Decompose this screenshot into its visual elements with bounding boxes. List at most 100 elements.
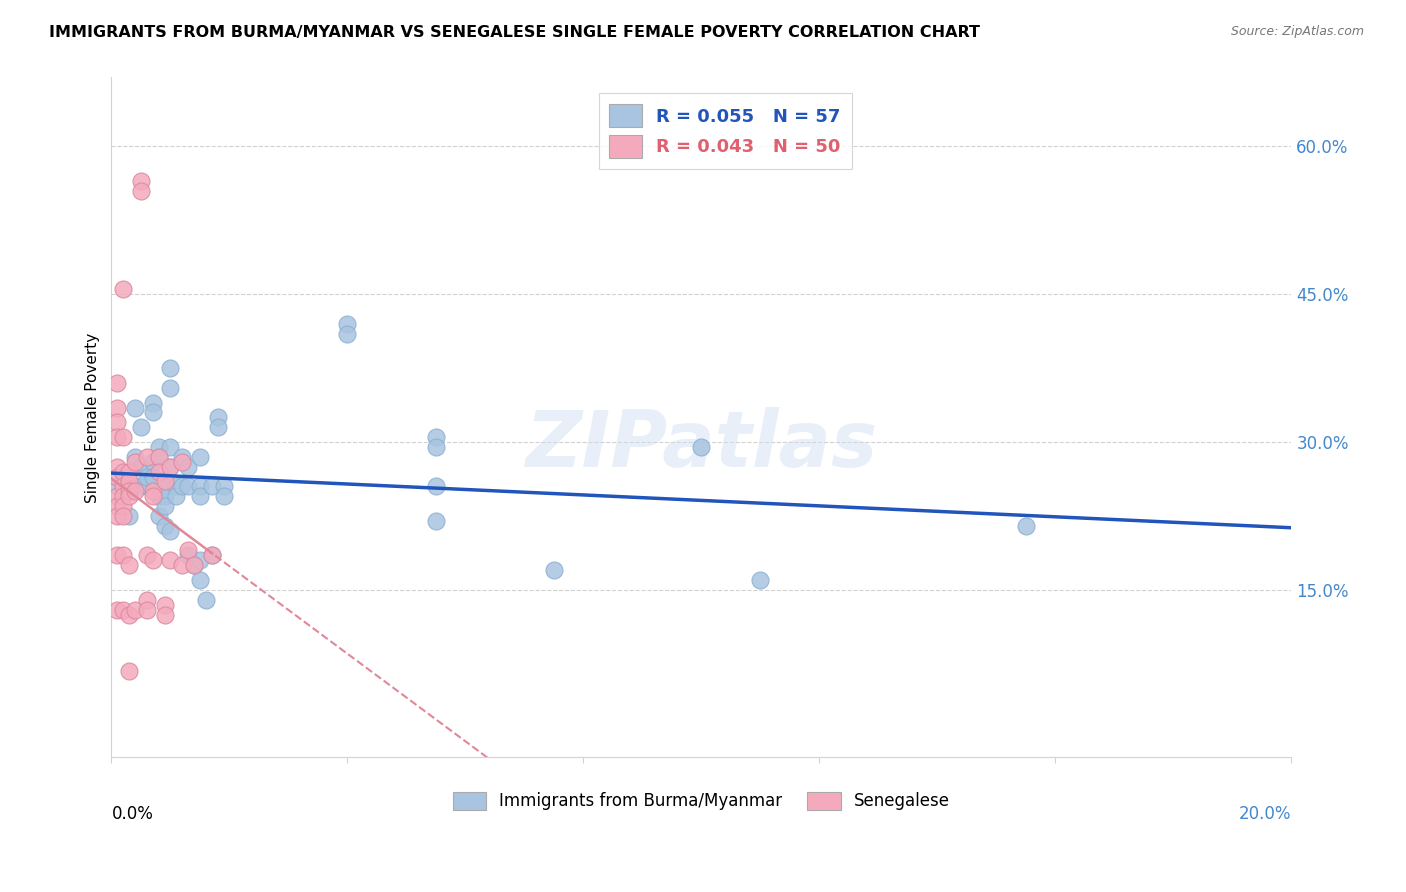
- Point: [749, 573, 772, 587]
- Point: [188, 450, 211, 464]
- Point: [112, 282, 135, 296]
- Point: [135, 469, 157, 483]
- Point: [112, 469, 135, 483]
- Point: [118, 465, 141, 479]
- Point: [153, 475, 176, 489]
- Point: [135, 592, 157, 607]
- Point: [142, 405, 165, 419]
- Point: [112, 499, 135, 513]
- Point: [105, 430, 128, 444]
- Point: [118, 484, 141, 499]
- Point: [105, 459, 128, 474]
- Point: [201, 549, 224, 563]
- Point: [690, 440, 713, 454]
- Point: [105, 499, 128, 513]
- Point: [129, 459, 152, 474]
- Point: [188, 573, 211, 587]
- Point: [194, 592, 217, 607]
- Text: 0.0%: 0.0%: [111, 805, 153, 823]
- Point: [142, 484, 165, 499]
- Point: [177, 549, 200, 563]
- Point: [142, 489, 165, 503]
- Point: [172, 479, 194, 493]
- Point: [118, 607, 141, 622]
- Point: [172, 455, 194, 469]
- Point: [124, 484, 146, 499]
- Point: [183, 558, 205, 573]
- Point: [142, 469, 165, 483]
- Point: [177, 543, 200, 558]
- Point: [188, 489, 211, 503]
- Point: [336, 317, 359, 331]
- Point: [153, 607, 176, 622]
- Point: [212, 489, 235, 503]
- Point: [112, 549, 135, 563]
- Point: [148, 508, 170, 523]
- Point: [105, 489, 128, 503]
- Point: [105, 415, 128, 429]
- Point: [118, 508, 141, 523]
- Point: [105, 376, 128, 390]
- Point: [336, 326, 359, 341]
- Point: [129, 420, 152, 434]
- Point: [188, 479, 211, 493]
- Point: [165, 479, 187, 493]
- Point: [159, 381, 181, 395]
- Point: [112, 602, 135, 616]
- Point: [153, 479, 176, 493]
- Point: [183, 558, 205, 573]
- Point: [159, 361, 181, 376]
- Point: [105, 549, 128, 563]
- Point: [105, 479, 128, 493]
- Point: [159, 440, 181, 454]
- Point: [135, 549, 157, 563]
- Point: [135, 479, 157, 493]
- Text: Source: ZipAtlas.com: Source: ZipAtlas.com: [1230, 25, 1364, 38]
- Point: [177, 479, 200, 493]
- Point: [118, 479, 141, 493]
- Point: [172, 450, 194, 464]
- Point: [425, 514, 447, 528]
- Point: [148, 450, 170, 464]
- Point: [112, 489, 135, 503]
- Point: [425, 479, 447, 493]
- Point: [124, 401, 146, 415]
- Point: [105, 602, 128, 616]
- Point: [142, 395, 165, 409]
- Point: [153, 489, 176, 503]
- Point: [172, 558, 194, 573]
- Point: [148, 450, 170, 464]
- Point: [112, 479, 135, 493]
- Point: [112, 508, 135, 523]
- Point: [129, 174, 152, 188]
- Point: [1015, 518, 1038, 533]
- Point: [105, 469, 128, 483]
- Point: [105, 508, 128, 523]
- Point: [148, 440, 170, 454]
- Point: [153, 499, 176, 513]
- Point: [105, 401, 128, 415]
- Point: [148, 465, 170, 479]
- Point: [543, 563, 565, 577]
- Point: [153, 598, 176, 612]
- Point: [188, 553, 211, 567]
- Point: [159, 553, 181, 567]
- Point: [148, 489, 170, 503]
- Point: [135, 602, 157, 616]
- Point: [159, 459, 181, 474]
- Text: IMMIGRANTS FROM BURMA/MYANMAR VS SENEGALESE SINGLE FEMALE POVERTY CORRELATION CH: IMMIGRANTS FROM BURMA/MYANMAR VS SENEGAL…: [49, 25, 980, 40]
- Point: [124, 602, 146, 616]
- Point: [207, 420, 229, 434]
- Point: [112, 430, 135, 444]
- Point: [142, 455, 165, 469]
- Point: [118, 664, 141, 678]
- Point: [207, 410, 229, 425]
- Point: [177, 459, 200, 474]
- Point: [118, 475, 141, 489]
- Point: [118, 558, 141, 573]
- Point: [135, 450, 157, 464]
- Point: [159, 459, 181, 474]
- Text: 20.0%: 20.0%: [1239, 805, 1292, 823]
- Point: [425, 440, 447, 454]
- Point: [112, 465, 135, 479]
